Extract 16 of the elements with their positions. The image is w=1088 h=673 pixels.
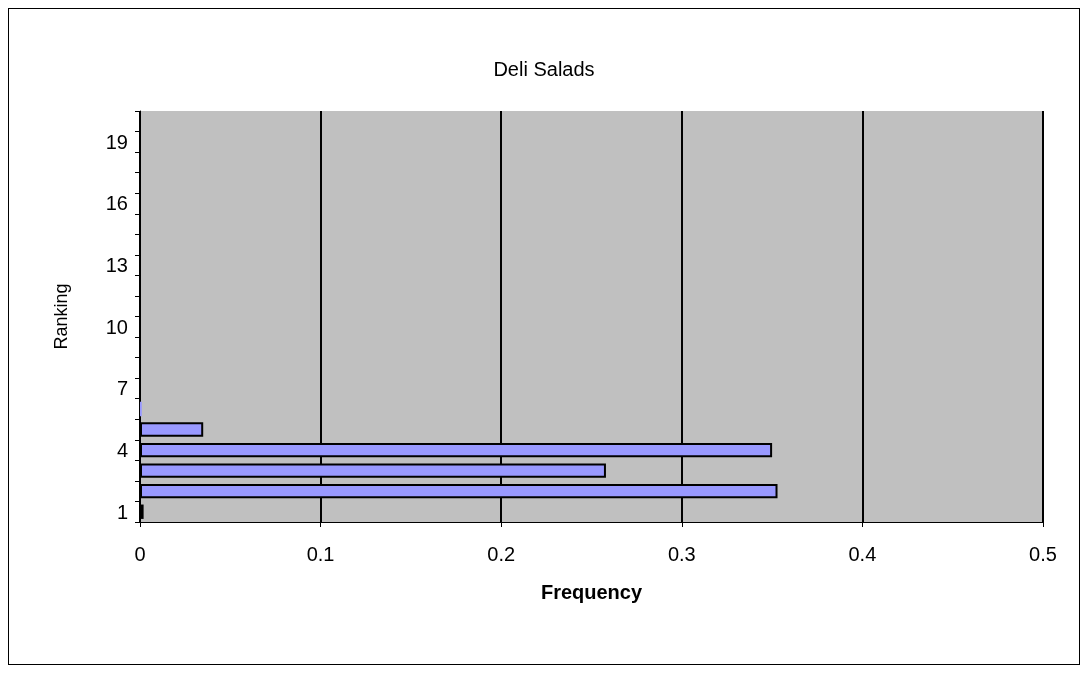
y-axis-title: Ranking bbox=[51, 283, 71, 350]
x-tick-label: 0.1 bbox=[306, 543, 335, 565]
x-tick-label: 0 bbox=[134, 543, 146, 565]
x-tick-label: 0.5 bbox=[1029, 543, 1057, 565]
x-tick-label: 0.4 bbox=[848, 543, 877, 565]
y-tick-label: 19 bbox=[105, 130, 128, 153]
y-tick-label: 10 bbox=[105, 315, 128, 338]
y-tick-label: 16 bbox=[105, 192, 128, 215]
y-tick-label: 4 bbox=[116, 439, 128, 462]
y-tick-label: 13 bbox=[105, 254, 128, 277]
y-tick-label: 1 bbox=[116, 500, 128, 523]
x-tick-label: 0.2 bbox=[487, 543, 516, 565]
x-tick-label: 0.3 bbox=[667, 543, 696, 565]
chart-title: Deli Salads bbox=[493, 58, 595, 80]
x-axis-title: Frequency bbox=[540, 581, 643, 603]
y-tick-label: 7 bbox=[116, 377, 128, 400]
